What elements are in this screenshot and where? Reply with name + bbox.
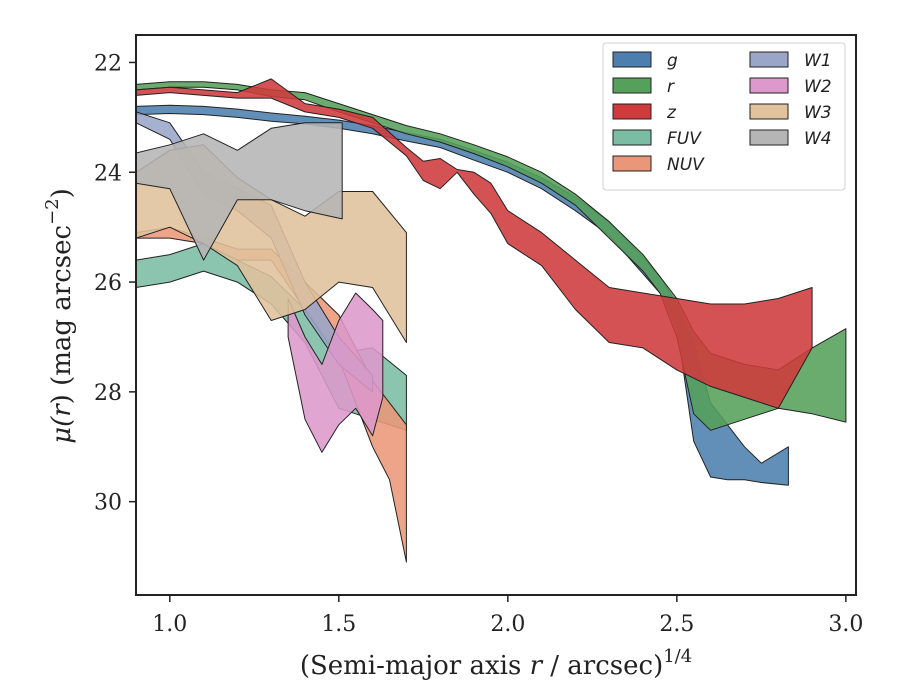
legend-swatch-NUV [612, 155, 652, 172]
legend-label-z: z [666, 103, 677, 123]
legend-swatch-FUV [612, 129, 652, 146]
legend-swatch-r [612, 77, 652, 94]
legend-label-W1: W1 [804, 51, 832, 71]
x-axis-label: (Semi-major axis r / arcsec)1/4 [300, 646, 692, 681]
legend-label-W3: W3 [804, 103, 832, 123]
y-tick-label: 26 [94, 271, 122, 296]
series-layer [136, 78, 847, 563]
legend-label-NUV: NUV [667, 155, 705, 175]
plot-frame [135, 34, 857, 596]
legend-swatch-g [612, 51, 652, 68]
x-tick-label: 1.0 [152, 612, 187, 637]
x-axis: 1.0 1.5 2.0 2.5 3.0 [152, 595, 863, 637]
y-axis: 22 24 26 28 30 [94, 51, 136, 516]
x-tick-label: 1.5 [321, 612, 356, 637]
legend-swatch-W2 [749, 77, 789, 94]
legend-swatch-W4 [749, 129, 789, 146]
series-band-W2 [287, 292, 384, 453]
legend-label-W4: W4 [804, 129, 832, 149]
y-tick-label: 30 [94, 491, 122, 516]
series-band-W4 [136, 122, 343, 261]
y-tick-label: 24 [94, 161, 122, 186]
x-tick-label: 3.0 [828, 612, 863, 637]
y-axis-label: μ(r) (mag arcsec−2) [42, 188, 77, 444]
legend-swatch-W1 [749, 51, 789, 68]
legend-label-FUV: FUV [667, 129, 702, 149]
legend: grz FUV NUV W1 W2 W3 W4 [602, 42, 846, 191]
legend-swatch-W3 [749, 103, 789, 120]
y-tick-label: 28 [94, 381, 122, 406]
legend-label-g: g [667, 51, 678, 71]
y-tick-label: 22 [94, 51, 122, 76]
legend-swatch-z [612, 103, 652, 120]
legend-label-W2: W2 [804, 77, 832, 97]
legend-label-r: r [667, 77, 675, 97]
x-tick-label: 2.5 [659, 612, 694, 637]
series-band-z [136, 78, 813, 409]
x-tick-label: 2.0 [490, 612, 525, 637]
